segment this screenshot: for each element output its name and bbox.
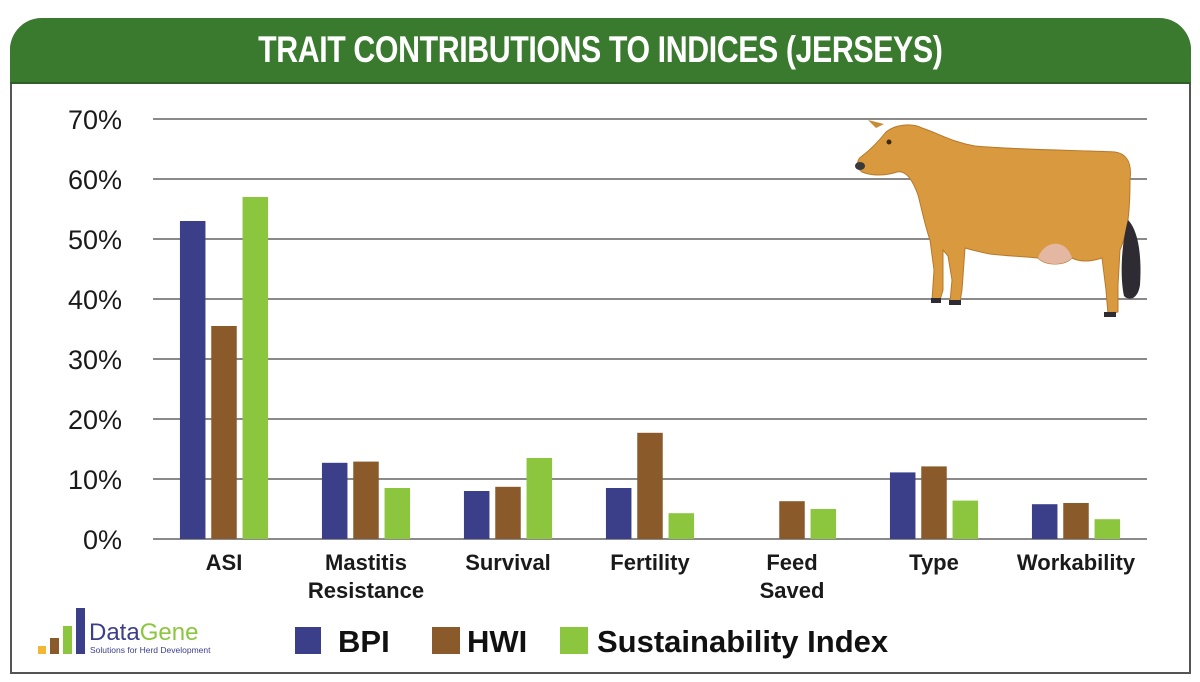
bar-hwi bbox=[921, 466, 947, 539]
logo-bar-green bbox=[63, 626, 72, 654]
y-tick-label: 60% bbox=[68, 165, 122, 195]
bar-hwi bbox=[211, 326, 237, 539]
bar-sustainability-index bbox=[668, 513, 695, 539]
y-tick-label: 0% bbox=[83, 525, 122, 555]
chart-header: TRAIT CONTRIBUTIONS TO INDICES (JERSEYS) bbox=[10, 18, 1191, 84]
y-tick-label: 10% bbox=[68, 465, 122, 495]
bar-hwi bbox=[353, 461, 379, 539]
x-tick-label: ASI bbox=[206, 550, 243, 575]
jersey-cow-icon bbox=[855, 120, 1141, 317]
bar-bpi bbox=[1031, 504, 1058, 539]
cow-nose bbox=[855, 162, 865, 170]
cow-ear bbox=[868, 120, 884, 128]
bars bbox=[179, 197, 1121, 539]
legend-label-sustainability-index: Sustainability Index bbox=[597, 624, 889, 659]
x-tick-label: Fertility bbox=[610, 550, 690, 575]
bar-bpi bbox=[463, 491, 490, 539]
x-tick-label: Feed bbox=[766, 550, 817, 575]
bar-bpi bbox=[889, 472, 916, 539]
cow-tail bbox=[1121, 220, 1141, 299]
x-axis-ticks: ASI Mastitis Resistance Survival Fertility Fe… bbox=[206, 550, 1136, 603]
cow-hoof bbox=[1104, 312, 1116, 317]
logo-tagline: Solutions for Herd Development bbox=[90, 645, 211, 655]
bar-sustainability-index bbox=[952, 500, 979, 539]
bar-bpi bbox=[179, 221, 206, 539]
logo-bar-yellow bbox=[38, 646, 46, 654]
legend-label-bpi: BPI bbox=[338, 624, 390, 659]
cow-hoof bbox=[949, 300, 961, 305]
logo-wordmark: DataGene bbox=[89, 619, 198, 646]
bar-hwi bbox=[1063, 503, 1089, 539]
bar-hwi bbox=[495, 486, 521, 539]
y-tick-label: 40% bbox=[68, 285, 122, 315]
legend-label-hwi: HWI bbox=[467, 624, 527, 659]
cow-udder bbox=[1038, 243, 1072, 264]
y-tick-label: 30% bbox=[68, 345, 122, 375]
bar-sustainability-index bbox=[526, 458, 553, 539]
x-tick-label: Type bbox=[909, 550, 959, 575]
y-axis-ticks: 0% 10% 20% 30% 40% 50% 60% 70% bbox=[68, 105, 122, 555]
bar-sustainability-index bbox=[1094, 519, 1121, 539]
legend-swatch-bpi bbox=[295, 627, 321, 654]
x-tick-label: Resistance bbox=[308, 578, 424, 603]
x-tick-label: Survival bbox=[465, 550, 551, 575]
x-tick-label: Workability bbox=[1017, 550, 1136, 575]
chart-frame bbox=[10, 18, 1191, 674]
x-tick-label: Saved bbox=[760, 578, 825, 603]
legend-swatch-hwi bbox=[432, 627, 460, 654]
legend-swatch-sustainability-index bbox=[560, 627, 588, 654]
logo-wordmark-data: Data bbox=[89, 619, 140, 646]
y-tick-label: 70% bbox=[68, 105, 122, 135]
legend: BPI HWI Sustainability Index bbox=[295, 624, 889, 659]
bar-bpi bbox=[605, 488, 632, 539]
y-tick-label: 50% bbox=[68, 225, 122, 255]
cow-body bbox=[857, 124, 1131, 315]
bar-sustainability-index bbox=[810, 509, 837, 539]
bar-bpi bbox=[321, 462, 348, 539]
logo-wordmark-gene: Gene bbox=[140, 619, 199, 646]
logo-bar-brown bbox=[50, 638, 59, 654]
logo-bar-blue bbox=[76, 608, 85, 654]
cow-eye bbox=[886, 139, 892, 145]
bar-sustainability-index bbox=[242, 197, 269, 539]
gridlines bbox=[153, 118, 1147, 540]
bar-hwi bbox=[637, 432, 663, 539]
bar-hwi bbox=[779, 501, 805, 539]
chart-title: TRAIT CONTRIBUTIONS TO INDICES (JERSEYS) bbox=[258, 29, 943, 70]
y-tick-label: 20% bbox=[68, 405, 122, 435]
x-tick-label: Mastitis bbox=[325, 550, 407, 575]
cow-hoof bbox=[931, 298, 941, 303]
bar-sustainability-index bbox=[384, 488, 411, 539]
datagene-logo: DataGene Solutions for Herd Development bbox=[38, 608, 211, 655]
